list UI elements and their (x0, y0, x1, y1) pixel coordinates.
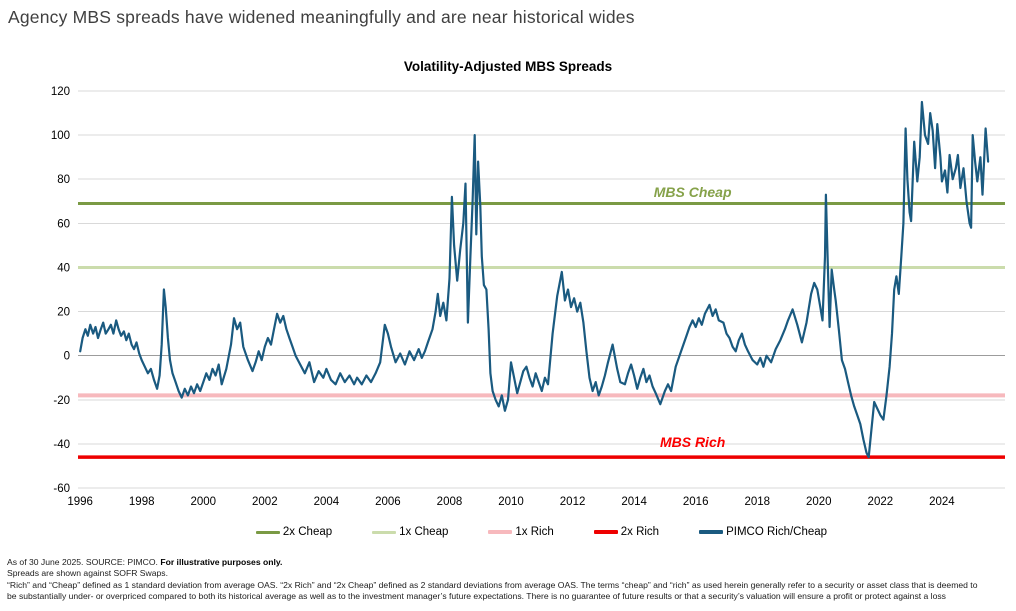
legend-swatch (255, 530, 280, 534)
x-tick-label: 2012 (560, 496, 586, 508)
y-tick-label: 20 (57, 307, 70, 319)
y-tick-label: 40 (57, 262, 70, 274)
x-tick-label: 2020 (806, 496, 832, 508)
x-tick-label: 2010 (498, 496, 524, 508)
footnote-asof: As of 30 June 2025. SOURCE: PIMCO. (7, 557, 161, 567)
footnote-line-4: be substantially under- or overpriced co… (7, 591, 946, 602)
legend-swatch (372, 530, 397, 534)
legend-item: 1x Cheap (372, 526, 448, 538)
x-tick-label: 2022 (868, 496, 894, 508)
footnote-line-3: “Rich” and “Cheap” defined as 1 standard… (7, 579, 978, 590)
y-tick-label: -40 (53, 439, 70, 451)
legend-swatch (699, 530, 724, 534)
x-tick-label: 2008 (437, 496, 463, 508)
y-tick-label: 60 (57, 218, 70, 230)
x-tick-label: 2006 (375, 496, 401, 508)
footnote-line-1: As of 30 June 2025. SOURCE: PIMCO. For i… (7, 557, 1012, 568)
series-pimco-rich-cheap (79, 100, 990, 459)
footnote-illustrative: For illustrative purposes only. (160, 557, 283, 567)
legend-swatch (488, 530, 513, 534)
x-tick-label: 1996 (67, 496, 93, 508)
x-tick-label: 2000 (190, 496, 216, 508)
x-tick-label: 2016 (683, 496, 709, 508)
annotation-mbs-cheap: MBS Cheap (653, 183, 732, 200)
footnote-line-2: Spreads are shown against SOFR Swaps. (7, 568, 168, 579)
x-tick-label: 2018 (744, 496, 770, 508)
legend: 2x Cheap 1x Cheap 1x Rich 2x Rich PIMCO Rich… (78, 523, 1005, 541)
legend-item-label: 2x Rich (620, 526, 660, 538)
legend-item: 2x Rich (593, 526, 660, 538)
x-tick-label: 2024 (929, 496, 955, 508)
y-tick-label: 80 (57, 174, 70, 186)
legend-item-label: PIMCO Rich/Cheap (726, 526, 828, 538)
y-tick-label: 100 (51, 130, 70, 142)
legend-item: 1x Rich (488, 526, 554, 538)
x-tick-label: 2002 (252, 496, 278, 508)
y-tick-label: 120 (51, 86, 70, 98)
x-tick-label: 2014 (621, 496, 647, 508)
legend-item: PIMCO Rich/Cheap (699, 526, 827, 538)
y-axis-label: bps (0, 281, 47, 295)
x-tick-label: 1998 (129, 496, 155, 508)
legend-item-label: 2x Cheap (282, 526, 333, 538)
y-tick-label: -20 (53, 395, 70, 407)
legend-item: 2x Cheap (255, 526, 333, 538)
legend-item-label: 1x Cheap (399, 526, 449, 538)
chart-title: Volatility-Adjusted MBS Spreads (403, 59, 613, 74)
page-title: Agency MBS spreads have widened meaningf… (8, 7, 635, 27)
footnotes: As of 30 June 2025. SOURCE: PIMCO. For i… (7, 557, 1012, 603)
legend-item-label: 1x Rich (515, 526, 554, 538)
x-tick-label: 2004 (314, 496, 340, 508)
y-tick-label: 0 (64, 351, 70, 363)
y-tick-label: -60 (53, 483, 70, 495)
annotation-mbs-rich: MBS Rich (659, 434, 726, 451)
legend-swatch (593, 530, 618, 534)
